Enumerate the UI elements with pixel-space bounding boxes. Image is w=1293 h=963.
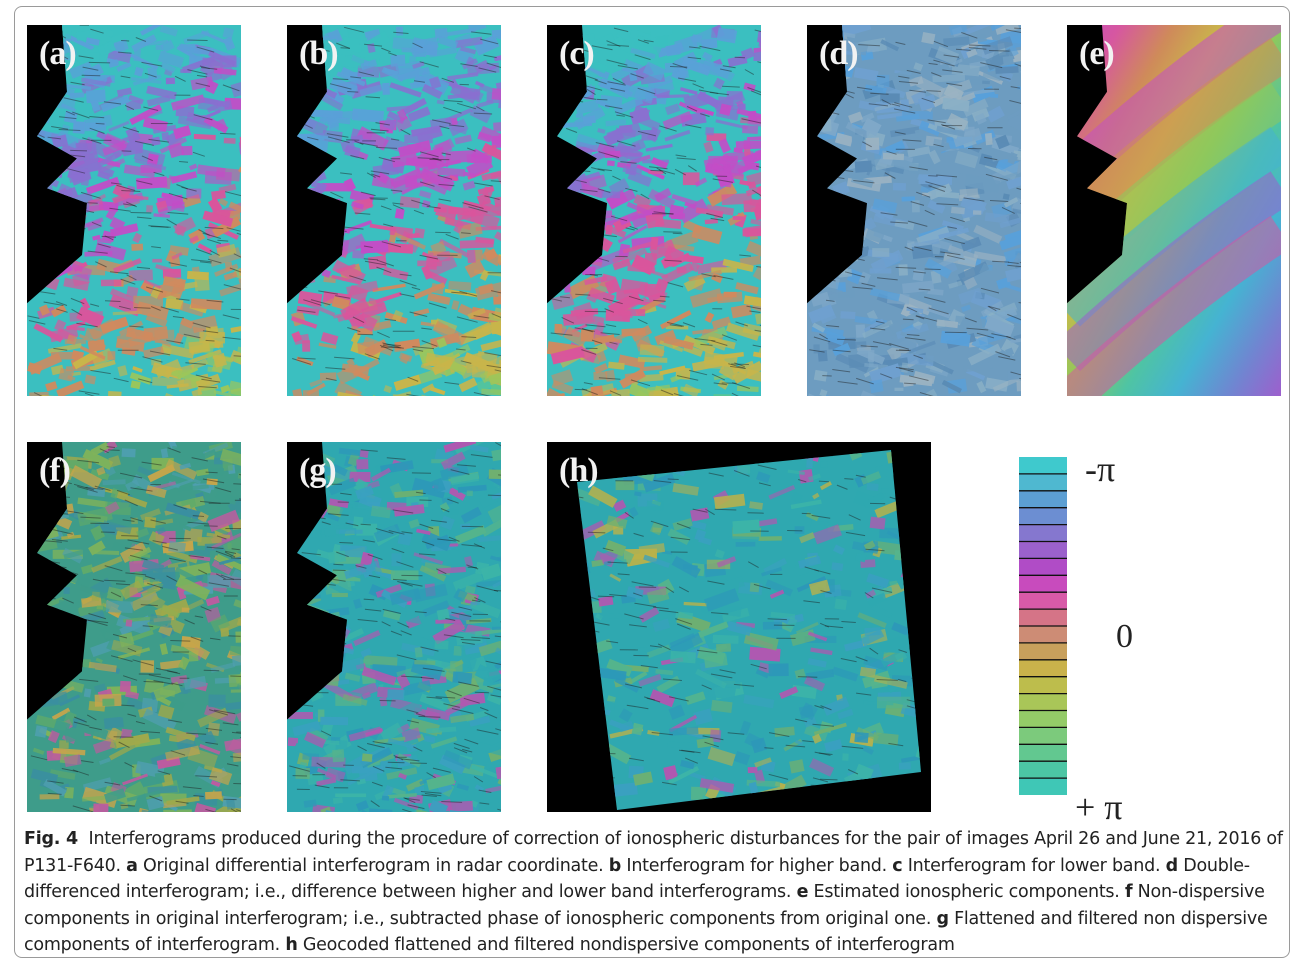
colorbar-bottom-label: + π <box>1075 787 1123 827</box>
caption-intro: Interferograms produced during the proce… <box>24 829 1283 876</box>
figure-caption: Fig. 4 Interferograms produced during th… <box>24 826 1284 959</box>
panel-a-label: (a) <box>39 35 77 72</box>
panel-e-label: (e) <box>1079 35 1115 72</box>
caption-key-a: a <box>126 855 138 876</box>
caption-key-g: g <box>936 908 949 929</box>
panel-f-interferogram: (f) <box>27 442 241 812</box>
panel-g-label: (g) <box>299 452 337 489</box>
caption-key-b: b <box>608 855 622 876</box>
caption-key-e: e <box>796 882 809 902</box>
panel-c-label: (c) <box>559 35 595 72</box>
caption-text-a: Original differential interferogram in r… <box>143 855 604 876</box>
colorbar-top-label: -π <box>1085 449 1116 489</box>
panel-h-label: (h) <box>559 452 599 489</box>
panel-c-interferogram: (c) <box>547 25 761 396</box>
panel-d-label: (d) <box>819 35 859 72</box>
caption-fig-label: Fig. 4 <box>24 829 78 849</box>
panel-h-interferogram: (h) <box>547 442 931 812</box>
panel-e-interferogram: (e) <box>1067 25 1281 396</box>
colorbar-mid-label: 0 <box>1116 618 1133 655</box>
panel-a-interferogram: (a) <box>27 25 241 396</box>
caption-text-d: Double-differenced interferogram; i.e., … <box>24 855 1250 903</box>
caption-key-c: c <box>892 855 903 876</box>
figure-frame <box>14 6 1290 958</box>
caption-key-d: d <box>1165 855 1179 876</box>
caption-key-f: f <box>1124 882 1133 902</box>
caption-text-g: Flattened and filtered non dispersive co… <box>24 908 1268 956</box>
caption-text-b: Interferogram for higher band. <box>626 855 887 876</box>
caption-text-e: Estimated ionospheric components. <box>813 882 1120 902</box>
caption-text-h: Geocoded flattened and filtered nondispe… <box>302 935 955 955</box>
panel-b-label: (b) <box>299 35 339 72</box>
panel-f-label: (f) <box>39 452 71 489</box>
phase-colorbar <box>1019 457 1067 796</box>
panel-b-interferogram: (b) <box>287 25 501 396</box>
panel-g-interferogram: (g) <box>287 442 501 812</box>
caption-key-h: h <box>285 935 298 955</box>
panel-d-interferogram: (d) <box>807 25 1021 396</box>
caption-text-c: Interferogram for lower band. <box>907 855 1161 876</box>
caption-text-f: Non-dispersive components in original in… <box>24 882 1265 929</box>
